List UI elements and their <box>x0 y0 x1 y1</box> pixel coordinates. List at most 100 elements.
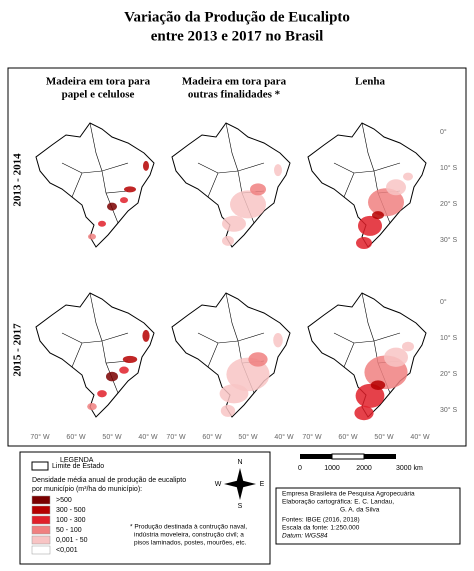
lon-label: 50° W <box>102 433 122 441</box>
production-area <box>368 188 404 217</box>
lon-label: 70° W <box>302 433 322 441</box>
compass-label: W <box>215 481 222 488</box>
compass-label: E <box>260 481 265 488</box>
scale-label: 2000 <box>356 465 372 472</box>
lon-label: 70° W <box>166 433 186 441</box>
scale-label: 1000 <box>324 465 340 472</box>
class-label: 300 - 500 <box>56 507 86 514</box>
credit-line: Elaboração cartográfica: E. C. Landau, <box>282 499 394 506</box>
boundary-swatch <box>31 461 49 471</box>
map <box>35 292 155 418</box>
legend-label: Limite de Estado <box>52 463 104 470</box>
map: 0° 10° S 20° S 30° S <box>307 292 458 421</box>
production-area <box>402 341 414 352</box>
brazil-outline <box>35 292 155 418</box>
production-area <box>386 179 406 196</box>
production-area <box>403 172 413 181</box>
production-area <box>354 405 374 421</box>
production-area <box>222 235 234 246</box>
production-area <box>119 366 129 374</box>
class-swatch <box>31 525 51 535</box>
compass: N S E W <box>215 459 265 510</box>
map-frame <box>7 67 467 447</box>
legend-text: Densidade média anual de produção de euc… <box>32 477 186 484</box>
class-swatch <box>31 535 51 545</box>
production-area <box>273 332 283 348</box>
map: 0° 10° S 20° S 30° S <box>307 122 458 249</box>
production-area <box>230 190 266 219</box>
production-area <box>248 352 268 367</box>
title: entre 2013 e 2017 no Brasil <box>151 28 324 44</box>
column-header: outras finalidades * <box>188 89 281 101</box>
lat-label: 10° S <box>440 164 458 172</box>
map <box>35 122 155 248</box>
class-swatch <box>31 505 51 515</box>
lon-label: 60° W <box>202 433 222 441</box>
lat-label: 20° S <box>440 370 458 378</box>
production-area <box>106 371 118 382</box>
production-area <box>122 355 138 364</box>
lat-label: 10° S <box>440 334 458 342</box>
production-area <box>250 183 266 196</box>
lat-label: 0° <box>440 128 447 136</box>
production-area <box>97 390 107 398</box>
lon-label: 60° W <box>66 433 86 441</box>
class-label: <0,001 <box>56 547 78 554</box>
lon-label: 40° W <box>274 433 294 441</box>
column-header: Lenha <box>355 76 385 88</box>
scale-label: 3000 km <box>396 465 423 472</box>
credit-line: G. A. da Silva <box>340 507 380 514</box>
brazil-outline <box>35 122 155 248</box>
production-area <box>107 202 117 211</box>
lon-label: 70° W <box>30 433 50 441</box>
production-area <box>143 160 149 171</box>
scale-label: 0 <box>298 465 302 472</box>
production-area <box>274 164 282 177</box>
class-swatch <box>31 545 51 555</box>
map <box>171 292 291 418</box>
lon-label: 40° W <box>410 433 430 441</box>
class-label: 50 - 100 <box>56 527 82 534</box>
lat-label: 30° S <box>440 236 458 244</box>
compass-label: N <box>237 459 242 466</box>
production-area <box>219 384 249 404</box>
footnote: pisos laminados, postes, mourões, etc. <box>134 540 247 547</box>
lon-label: 50° W <box>238 433 258 441</box>
legend-box <box>19 451 271 565</box>
class-swatch <box>31 495 51 505</box>
class-swatch <box>31 515 51 525</box>
credit-line: Escala da fonte: 1:250.000 <box>282 525 360 532</box>
production-area <box>124 186 136 193</box>
production-area <box>142 329 150 342</box>
production-area <box>384 347 408 367</box>
production-area <box>88 233 96 240</box>
production-area <box>87 402 97 411</box>
scale-bar: 0 1000 2000 3000 km <box>298 453 423 472</box>
column-header: Madeira em tora para <box>46 76 151 88</box>
footnote: indústria moveleira, construção civil; a <box>134 532 244 539</box>
title: Variação da Produção de Eucalipto <box>124 9 350 25</box>
production-area <box>120 197 128 204</box>
class-label: 100 - 300 <box>56 517 86 524</box>
credits-box <box>275 487 461 545</box>
production-area <box>222 215 246 232</box>
credit-line: Datum: WGS84 <box>282 533 328 540</box>
credit-line: Fontes: IBGE (2016, 2018) <box>282 517 360 524</box>
production-area <box>372 211 384 220</box>
class-label: 0,001 - 50 <box>56 537 88 544</box>
compass-label: S <box>238 503 243 510</box>
production-area <box>358 215 382 236</box>
legend-text: por município (m³/ha do município): <box>32 486 142 493</box>
production-area <box>220 404 236 417</box>
class-label: >500 <box>56 497 72 504</box>
lat-label: 30° S <box>440 406 458 414</box>
production-area <box>356 237 372 249</box>
map <box>171 122 291 248</box>
production-area <box>98 220 106 227</box>
lat-label: 20° S <box>440 200 458 208</box>
footnote: * Produção destinada à contrução naval, <box>130 524 247 531</box>
row-label: 2013 - 2014 <box>12 153 24 207</box>
credit-line: Empresa Brasileira de Pesquisa Agropecuá… <box>282 491 415 498</box>
lon-label: 60° W <box>338 433 358 441</box>
